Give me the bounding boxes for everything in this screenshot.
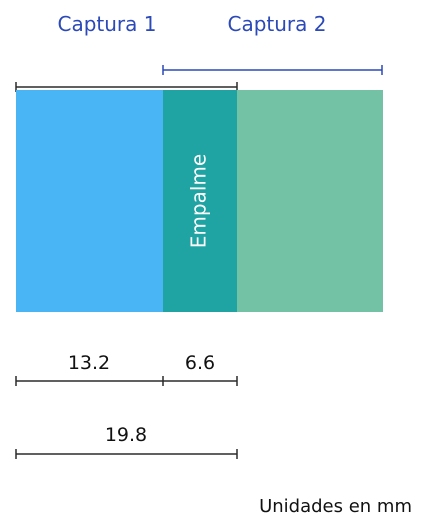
overlap-label: Empalme — [187, 154, 211, 248]
capture-1-block — [16, 90, 163, 312]
capture-2-label: Captura 2 — [228, 12, 327, 36]
total-dimension-line — [15, 449, 238, 459]
segment-dimension-line — [15, 376, 238, 386]
units-note: Unidades en mm — [259, 496, 412, 517]
capture-1-label: Captura 1 — [58, 12, 157, 36]
capture-1-total-value: 19.8 — [105, 424, 147, 446]
capture-2-block — [237, 90, 383, 312]
capture-2-span-bracket — [162, 65, 383, 75]
capture-1-only-value: 13.2 — [68, 352, 110, 374]
overlap-value: 6.6 — [185, 352, 215, 374]
overlap-block — [163, 90, 237, 312]
